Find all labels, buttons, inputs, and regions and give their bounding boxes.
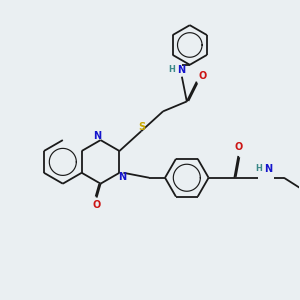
Text: H: H <box>169 65 176 74</box>
Text: N: N <box>264 164 272 174</box>
Text: O: O <box>234 142 242 152</box>
Text: O: O <box>199 71 207 81</box>
Text: N: N <box>94 131 102 141</box>
Text: H: H <box>256 164 262 173</box>
Text: N: N <box>177 65 185 75</box>
Text: S: S <box>139 122 146 132</box>
Text: N: N <box>118 172 127 182</box>
Text: O: O <box>92 200 101 211</box>
